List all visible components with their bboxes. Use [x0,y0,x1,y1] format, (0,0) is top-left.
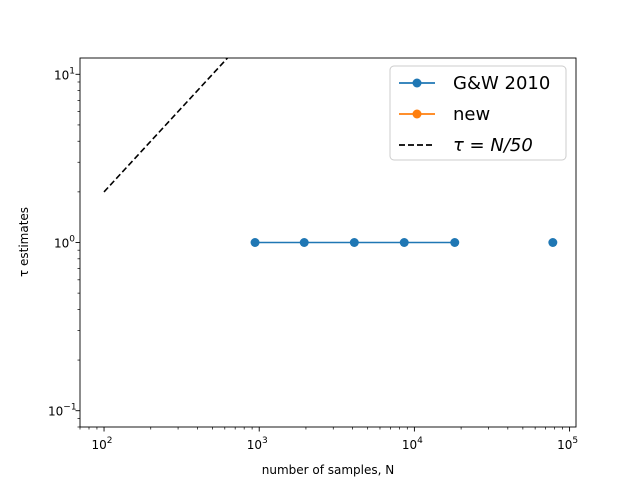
data-point [548,238,558,247]
data-point [399,238,409,247]
y-tick-label: 10−1 [48,403,77,419]
plot-area [103,58,558,247]
series-line-dashed [103,58,229,193]
legend-label: τ = N/50 [453,135,533,156]
legend-box [389,65,567,161]
legend-item: G&W 2010 [399,73,550,94]
axes: 102 103 104 105 10−1 100 101 [48,57,578,452]
x-tick-label: 105 [557,436,578,452]
legend-label: new [453,104,490,125]
legend-item: new [399,104,490,125]
x-axis-label: number of samples, N [262,463,395,477]
legend-swatch-marker [412,109,422,119]
x-tick-label: 102 [92,436,113,452]
data-point [250,238,260,247]
data-point [450,238,460,247]
y-tick-label: 101 [54,66,75,82]
y-tick-label: 100 [54,235,75,251]
x-tick-label: 104 [402,436,423,452]
legend-label: G&W 2010 [453,73,550,94]
y-axis-label: τ estimates [17,207,31,277]
legend-item: τ = N/50 [399,135,533,156]
x-tick-label: 103 [247,436,268,452]
legend-swatch-marker [412,78,422,88]
legend: G&W 2010 new τ = N/50 [389,65,567,161]
data-point [349,238,359,247]
data-point [299,238,309,247]
